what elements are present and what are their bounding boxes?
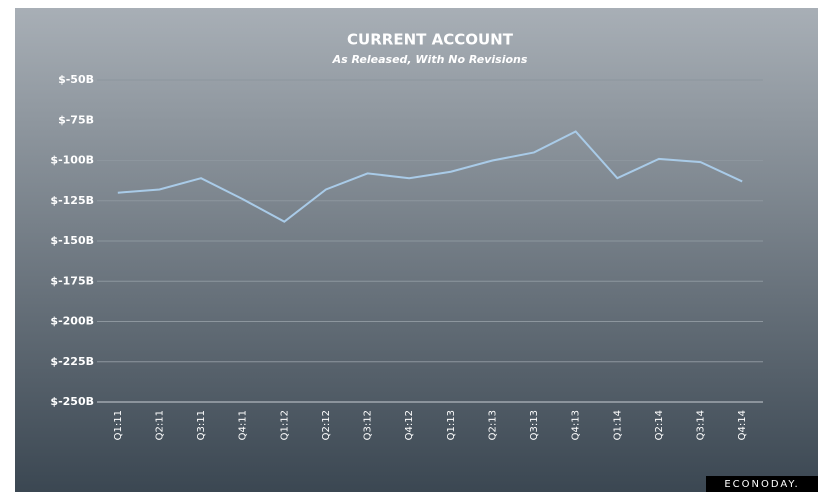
y-tick-label: $-250B — [50, 395, 94, 408]
y-tick-label: $-200B — [50, 315, 94, 328]
y-tick-label: $-175B — [50, 274, 94, 287]
background — [15, 8, 818, 492]
chart-subtitle: As Released, With No Revisions — [332, 53, 528, 66]
x-tick-label: Q1:14 — [612, 410, 623, 440]
y-tick-label: $-125B — [50, 194, 94, 207]
x-tick-label: Q1:13 — [446, 410, 457, 440]
x-tick-label: Q2:13 — [487, 410, 498, 440]
x-tick-label: Q1:11 — [113, 410, 124, 440]
logo-box — [706, 476, 818, 492]
x-tick-label: Q3:12 — [363, 410, 374, 440]
source-logo: ECONODAY. — [724, 479, 799, 490]
x-tick-label: Q3:11 — [196, 410, 207, 440]
x-tick-label: Q4:12 — [404, 410, 415, 440]
y-tick-label: $-225B — [50, 355, 94, 368]
y-tick-label: $-75B — [58, 113, 94, 126]
x-tick-label: Q4:13 — [571, 410, 582, 440]
y-tick-label: $-150B — [50, 234, 94, 247]
x-tick-label: Q2:12 — [321, 410, 332, 440]
y-tick-label: $-50B — [58, 73, 94, 86]
y-tick-label: $-100B — [50, 154, 94, 167]
x-tick-label: Q2:11 — [154, 410, 165, 440]
series-line — [117, 130, 743, 223]
x-tick-label: Q4:14 — [737, 410, 748, 440]
x-tick-label: Q4:11 — [238, 410, 249, 440]
chart-title: CURRENT ACCOUNT — [347, 31, 514, 49]
x-tick-label: Q3:14 — [696, 410, 707, 440]
x-tick-label: Q3:13 — [529, 410, 540, 440]
x-tick-label: Q1:12 — [279, 410, 290, 440]
x-tick-label: Q2:14 — [654, 410, 665, 440]
